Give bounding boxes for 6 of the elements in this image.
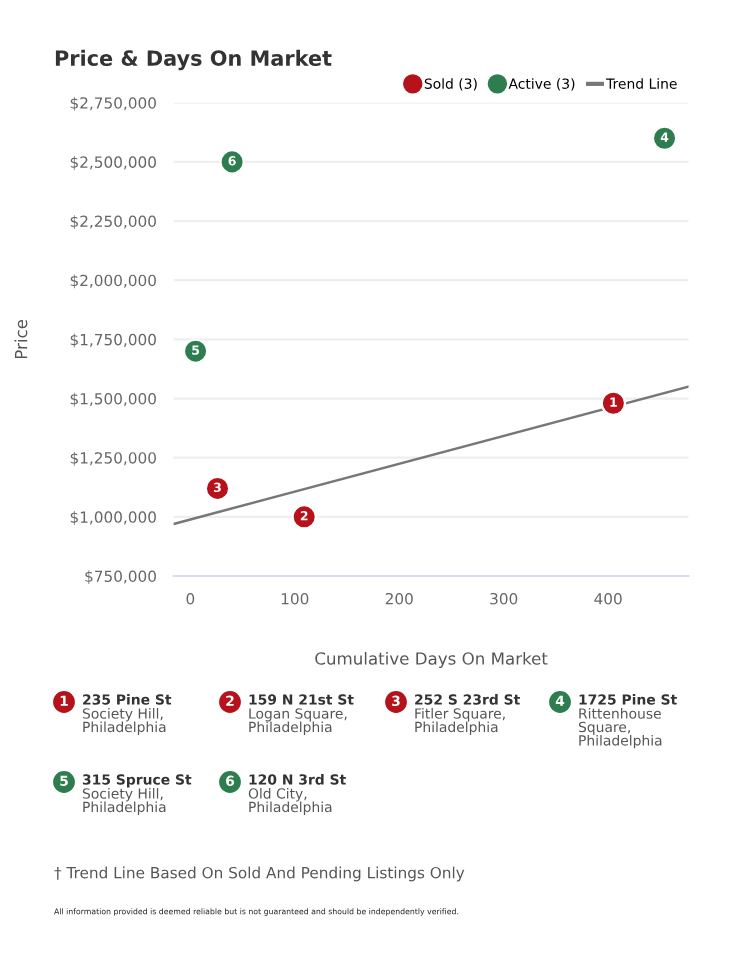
x-axis-title: Cumulative Days On Market: [315, 651, 548, 669]
point: [600, 390, 627, 416]
chart-title: Price & Days On Market: [55, 49, 332, 71]
point: [182, 338, 209, 364]
y-axis-title: Price: [14, 319, 28, 359]
point: [204, 475, 231, 502]
